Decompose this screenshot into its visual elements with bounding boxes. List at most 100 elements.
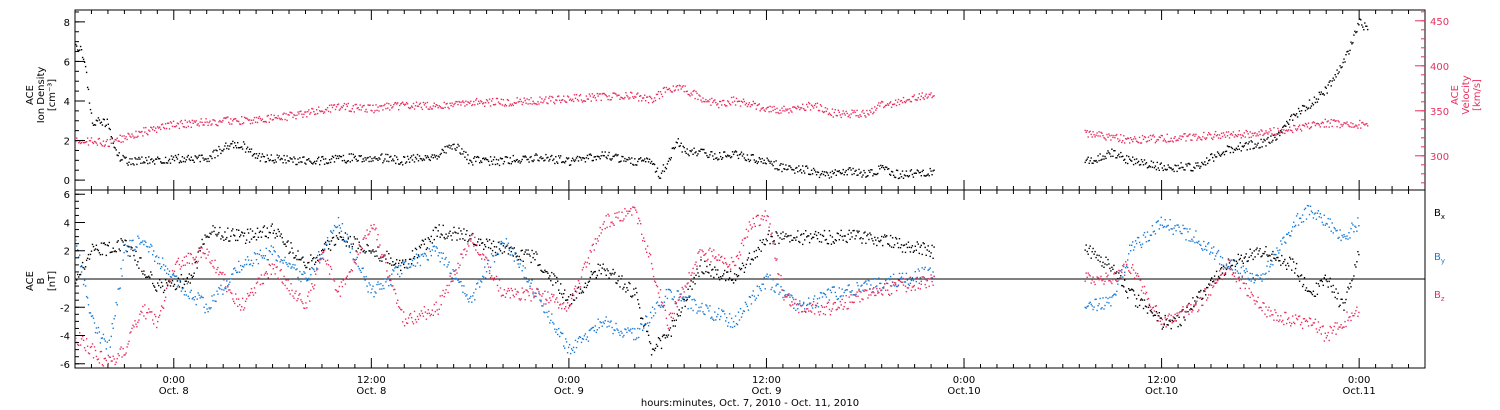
b-by-point bbox=[1269, 266, 1271, 268]
density-point bbox=[1316, 101, 1319, 103]
velocity-point bbox=[1315, 123, 1318, 125]
velocity-point bbox=[1338, 121, 1340, 123]
b-by-point bbox=[1132, 249, 1135, 251]
b-bx-point bbox=[104, 243, 106, 246]
velocity-point bbox=[1172, 141, 1174, 143]
velocity-point bbox=[670, 91, 672, 93]
density-point bbox=[909, 170, 912, 172]
density-point bbox=[1256, 144, 1258, 146]
density-point bbox=[643, 160, 645, 162]
b-bx-point bbox=[518, 255, 520, 258]
density-point bbox=[459, 152, 461, 154]
velocity-point bbox=[1354, 125, 1356, 128]
b-bx-point bbox=[739, 268, 742, 271]
velocity-point bbox=[464, 105, 466, 107]
density-point bbox=[204, 158, 206, 160]
b-by-point bbox=[249, 263, 252, 265]
b-by-point bbox=[1116, 290, 1118, 292]
density-point bbox=[883, 167, 885, 169]
b-bx-point bbox=[254, 232, 257, 235]
b-bx-point bbox=[182, 278, 185, 280]
b-bx-point bbox=[164, 279, 167, 281]
density-point bbox=[504, 156, 507, 158]
b-bx-point bbox=[1138, 304, 1141, 307]
density-point bbox=[692, 153, 694, 155]
velocity-point bbox=[633, 97, 635, 99]
b-bx-point bbox=[740, 267, 743, 270]
velocity-point bbox=[724, 104, 726, 106]
b-bx-point bbox=[172, 285, 175, 287]
b-bx-point bbox=[1281, 254, 1283, 257]
b-by-point bbox=[674, 302, 676, 305]
velocity-point bbox=[546, 102, 548, 104]
b-by-point bbox=[487, 259, 490, 262]
b-by-point bbox=[1209, 253, 1211, 255]
density-point bbox=[149, 162, 151, 164]
b-bx-point bbox=[160, 281, 163, 284]
b-by-point bbox=[634, 328, 636, 330]
velocity-point bbox=[1301, 124, 1304, 126]
b-by-point bbox=[574, 339, 577, 342]
velocity-point bbox=[287, 114, 289, 116]
density-point bbox=[270, 154, 272, 156]
b-bx-point bbox=[262, 226, 265, 229]
b-by-point bbox=[1358, 225, 1360, 227]
b-by-point bbox=[88, 312, 91, 314]
b-by-point bbox=[791, 295, 793, 297]
velocity-point bbox=[224, 117, 226, 119]
b-bx-point bbox=[1218, 277, 1221, 279]
b-by-point bbox=[874, 278, 876, 280]
b-by-point bbox=[1337, 237, 1339, 239]
b-bx-point bbox=[922, 242, 924, 244]
b-by-point bbox=[1290, 235, 1292, 237]
density-point bbox=[1180, 162, 1182, 164]
b-bx-point bbox=[1235, 260, 1238, 262]
b-by-point bbox=[356, 256, 358, 259]
b-by-point bbox=[686, 297, 688, 299]
b-by-point bbox=[821, 296, 824, 298]
b-bz-point bbox=[301, 301, 303, 303]
b-bx-point bbox=[167, 280, 170, 282]
velocity-point bbox=[1141, 134, 1144, 137]
b-bx-point bbox=[283, 243, 285, 245]
b-by-point bbox=[1111, 296, 1113, 298]
b-by-point bbox=[101, 337, 104, 339]
velocity-point bbox=[691, 94, 693, 96]
b-bx-point bbox=[504, 247, 507, 249]
density-point bbox=[916, 169, 918, 171]
velocity-point bbox=[310, 111, 312, 114]
density-point bbox=[205, 158, 207, 160]
velocity-point bbox=[510, 104, 512, 107]
density-point bbox=[785, 164, 787, 166]
b-bx-point bbox=[714, 266, 716, 268]
b-bx-point bbox=[698, 275, 700, 278]
b-by-point bbox=[826, 289, 829, 291]
density-point bbox=[570, 160, 573, 162]
b-bx-point bbox=[669, 327, 672, 329]
b-bz-point bbox=[137, 321, 139, 323]
density-point bbox=[625, 160, 627, 163]
velocity-point bbox=[527, 103, 529, 105]
b-bx-point bbox=[1276, 256, 1278, 259]
b-by-point bbox=[1321, 221, 1323, 224]
b-bx-point bbox=[1159, 317, 1161, 319]
velocity-point bbox=[817, 109, 820, 112]
b-bx-point bbox=[370, 252, 372, 254]
b-by-point bbox=[718, 307, 720, 310]
b-bx-point bbox=[642, 318, 644, 320]
b-bx-point bbox=[1162, 326, 1164, 328]
b-bz-point bbox=[439, 295, 441, 297]
b-bx-point bbox=[727, 279, 730, 281]
b-bx-point bbox=[845, 240, 847, 243]
b-bx-point bbox=[1164, 314, 1166, 317]
density-point bbox=[516, 158, 518, 161]
density-point bbox=[1261, 146, 1263, 148]
b-bz-point bbox=[247, 295, 250, 297]
b-bx-point bbox=[1150, 311, 1153, 313]
b-by-point bbox=[717, 313, 719, 316]
b-by-point bbox=[374, 291, 376, 293]
b-bx-point bbox=[1086, 250, 1088, 253]
velocity-point bbox=[656, 93, 659, 96]
b-bx-point bbox=[767, 233, 769, 236]
b-by-point bbox=[1336, 229, 1338, 232]
